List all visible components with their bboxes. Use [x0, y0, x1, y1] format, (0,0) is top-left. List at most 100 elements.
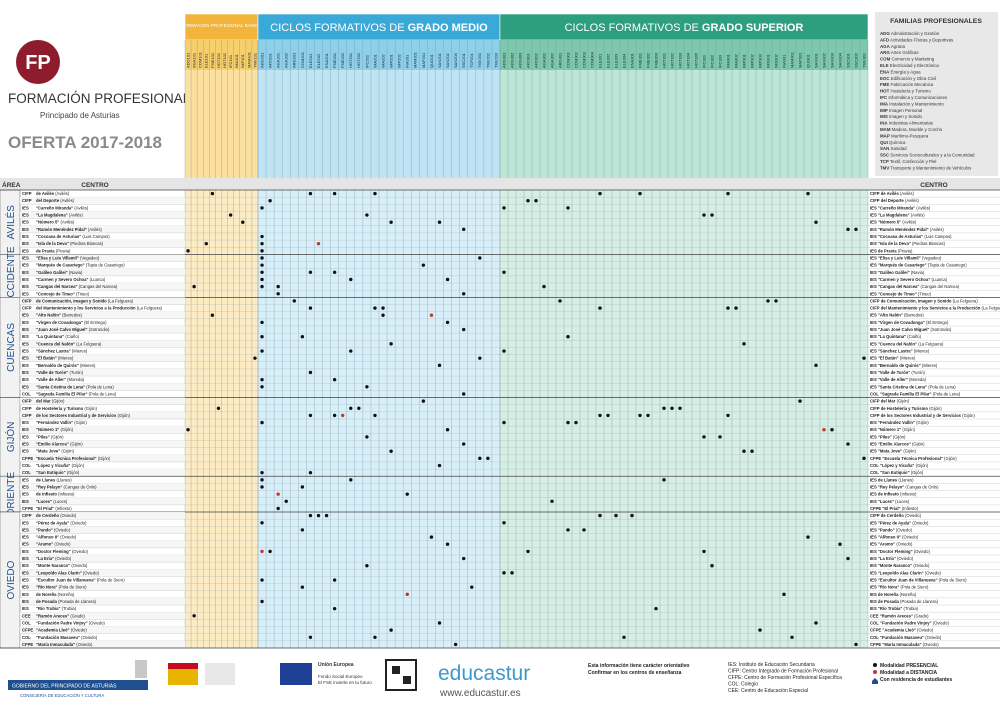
center-place: (Oviedo)	[55, 556, 72, 561]
center-type-right: IES	[870, 255, 877, 260]
center-name-right: IES "Alto Nalón" (Barredos)	[870, 313, 924, 318]
center-type-right: IES	[870, 370, 877, 375]
center-title: "Galileo Galilei"	[878, 270, 910, 275]
center-title: "Cuenca del Nalón"	[878, 341, 917, 346]
notice: Confirmar en los centros de enseñanza	[588, 670, 682, 676]
family-item: HOT Hostelería y Turismo	[880, 89, 931, 94]
center-name: "San Eutiquio" (Gijón)	[36, 470, 80, 475]
offer-dot	[276, 292, 280, 296]
center-place: (Gijón)	[911, 470, 924, 475]
mode-dot-distancia	[873, 670, 877, 674]
cycle-code: INA301	[781, 54, 786, 68]
center-place: (Oviedo)	[917, 628, 934, 633]
center-type: COL	[22, 620, 31, 625]
cycle-code: SSC302	[853, 52, 858, 68]
mode-dot-presencial	[873, 663, 877, 667]
center-place: (Avilés)	[60, 198, 74, 203]
offer-dot	[341, 413, 345, 418]
family-code: IMP	[880, 108, 888, 113]
center-name-right: IES "Elisa y Luis Villamil" (Vegadeo)	[870, 255, 942, 260]
center-title: "Carmen y Severo Ochoa"	[36, 277, 88, 282]
offer-dot	[486, 456, 490, 461]
area-name: AVILÉS	[4, 205, 17, 240]
center-title: "Aramo"	[36, 542, 53, 547]
row-shade	[20, 640, 185, 648]
center-name: "Número 5" (Avilés)	[36, 220, 75, 225]
cycle-code: FME202	[340, 52, 345, 68]
center-name-right: IES "Carmen y Severo Ochoa" (Luarca)	[870, 277, 948, 282]
ministry-flag	[168, 663, 198, 669]
center-place: (Luis Campos)	[924, 234, 952, 239]
center-name: del Mar (Gijón)	[36, 399, 65, 404]
fse-motto: El FSE invierte en tu futuro	[318, 680, 372, 685]
center-type: IES	[22, 592, 29, 597]
group-title-bold: GRADO MEDIO	[408, 22, 489, 34]
cycle-code: IFC201	[364, 54, 369, 68]
offer-dot	[308, 413, 313, 418]
center-title: "Sagrada Familia El Pilar"	[36, 391, 87, 396]
center-name: "Valle de Turón" (Turón)	[36, 370, 84, 375]
family-code: QUI	[880, 140, 888, 145]
family-code: TCP	[880, 159, 889, 164]
center-name: "Isla de la Deva" (Piedras Blancas)	[36, 241, 104, 246]
center-place: (La Felguera)	[953, 298, 979, 303]
offer-dot	[445, 277, 450, 282]
residence-icon	[872, 678, 878, 684]
offer-dot	[437, 463, 442, 468]
center-place: (Navia)	[911, 270, 925, 275]
center-name-right: IES "La Ería" (Oviedo)	[870, 556, 914, 561]
offer-dot	[437, 621, 442, 625]
offer-dot	[478, 256, 482, 260]
center-place: (Oviedo)	[60, 535, 77, 540]
center-name: "Carmen y Severo Ochoa" (Luarca)	[36, 277, 106, 282]
center-type: IES	[22, 527, 29, 532]
center-place: (Noreña)	[900, 592, 917, 597]
cycle-code: ELE301	[597, 53, 602, 68]
center-place: (Gijón)	[117, 413, 130, 418]
center-place: (Oviedo)	[71, 628, 88, 633]
offer-dot	[210, 313, 215, 317]
center-type: IES	[22, 434, 29, 439]
center-title: "Ramón Areces"	[36, 613, 69, 618]
center-title: "Alfonso II"	[36, 535, 59, 540]
family-code: EOC	[880, 76, 890, 81]
family-name: Instalación y Mantenimiento	[889, 101, 944, 106]
center-title: "Emilio Alarcos"	[878, 442, 911, 447]
offer-dot	[324, 513, 329, 518]
family-item: ARG Artes Gráficas	[880, 50, 919, 55]
offer-dot	[854, 227, 858, 232]
family-name: Informática y Comunicaciones	[888, 95, 948, 100]
center-title: "Santa Cristina de Lena"	[878, 384, 927, 389]
offer-dot	[830, 428, 834, 432]
offer-dot	[373, 191, 377, 196]
family-name: Fabricación Mecánica	[891, 82, 934, 87]
acronym: CIFP: Centro Integrado de Formación Prof…	[728, 669, 838, 675]
center-name-right: IES "Isla de la Deva" (Piedras Blancas)	[870, 241, 946, 246]
offer-dot	[846, 556, 850, 561]
center-place: (Barredos)	[62, 313, 82, 318]
center-place: (Gijón)	[74, 420, 87, 425]
center-title: "Cocoasa de Asturias"	[878, 234, 923, 239]
center-type: IES	[22, 248, 29, 253]
center-type: IES	[22, 484, 29, 489]
center-type: IES	[22, 241, 29, 246]
center-name: "López y Vicuña" (Gijón)	[36, 463, 85, 468]
center-title: "El Prial"	[36, 506, 54, 511]
center-title: "Isla de la Deva"	[878, 241, 911, 246]
center-title: "López y Vicuña"	[36, 463, 70, 468]
offer-dot	[437, 363, 442, 368]
center-type-right: IES	[870, 570, 877, 575]
cycle-code: MAM101	[246, 51, 251, 68]
center-place: (Luarca)	[90, 277, 106, 282]
center-place: (Oviedo)	[54, 542, 71, 547]
offer-dot	[478, 356, 482, 360]
center-title: del Deporte	[881, 198, 905, 203]
center-type-right: IES	[870, 578, 877, 583]
center-type-right: CIFP	[870, 191, 880, 196]
row-shade	[20, 397, 185, 405]
center-title: "Carmen y Severo Ochoa"	[878, 277, 930, 282]
center-name-right: CIFP del Deporte (Avilés)	[870, 198, 919, 203]
center-title: "Escultor Juan de Villanueva"	[878, 578, 938, 583]
brand: educastur	[438, 662, 530, 685]
center-name-right: IES "Virgen de Covadonga" (El Entrego)	[870, 320, 949, 325]
